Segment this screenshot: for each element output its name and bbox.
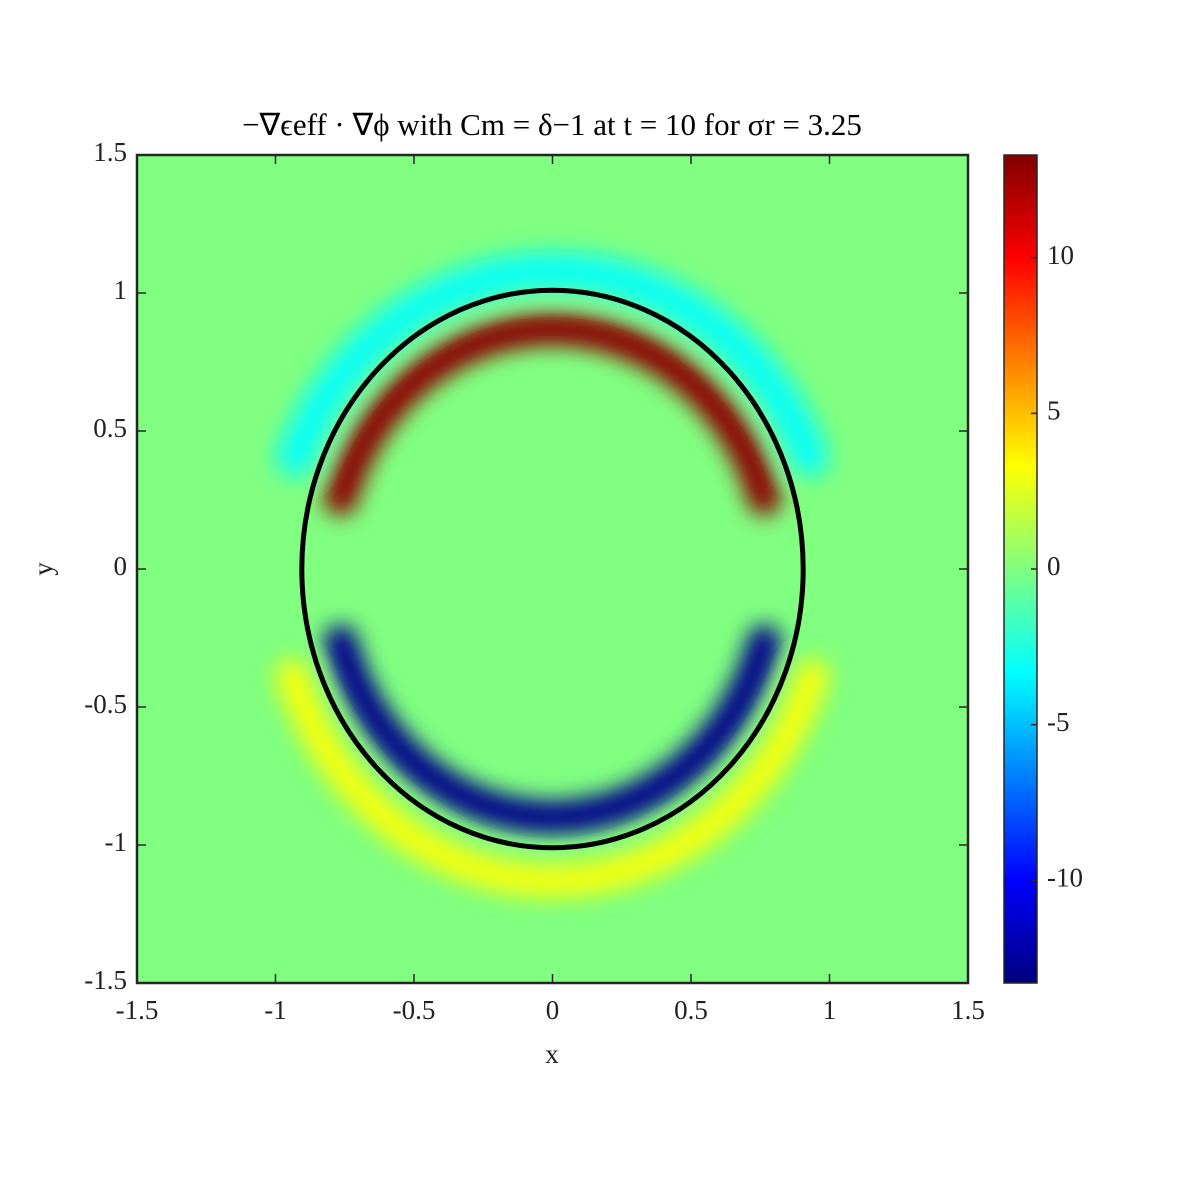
field-bands <box>275 251 830 898</box>
y-tick-label: 1.5 <box>93 137 127 167</box>
y-axis-label: y <box>28 562 58 576</box>
x-tick-label: 0.5 <box>674 995 708 1025</box>
field-band <box>276 251 829 477</box>
x-tick-label: -0.5 <box>393 995 436 1025</box>
y-tick-label: -1.5 <box>84 965 127 995</box>
x-axis-label: x <box>545 1039 559 1069</box>
y-tick-label: -1 <box>105 827 128 857</box>
colorbar-tick-label: -5 <box>1047 707 1070 737</box>
x-tick-label: 1.5 <box>951 995 985 1025</box>
colorbar-tick-label: 0 <box>1047 551 1061 581</box>
field-band <box>275 659 830 898</box>
x-tick-label: -1 <box>264 995 287 1025</box>
colorbar-tick-label: 10 <box>1047 240 1074 270</box>
field-band <box>323 624 782 835</box>
y-tick-label: 0 <box>114 551 128 581</box>
colorbar-tick-label: -10 <box>1047 862 1083 892</box>
field-band <box>323 312 782 516</box>
x-tick-label: 0 <box>546 995 560 1025</box>
x-tick-label: 1 <box>823 995 837 1025</box>
field-background <box>137 155 968 983</box>
y-tick-label: 1 <box>114 275 128 305</box>
field <box>137 155 968 983</box>
x-tick-label: -1.5 <box>116 995 159 1025</box>
colorbar-tick-label: 5 <box>1047 396 1061 426</box>
y-tick-label: -0.5 <box>84 689 127 719</box>
boundary-ellipse <box>299 287 806 851</box>
y-tick-label: 0.5 <box>93 413 127 443</box>
chart-title: −∇ϵeff · ∇ϕ with Cm = δ−1 at t = 10 for … <box>242 107 862 142</box>
